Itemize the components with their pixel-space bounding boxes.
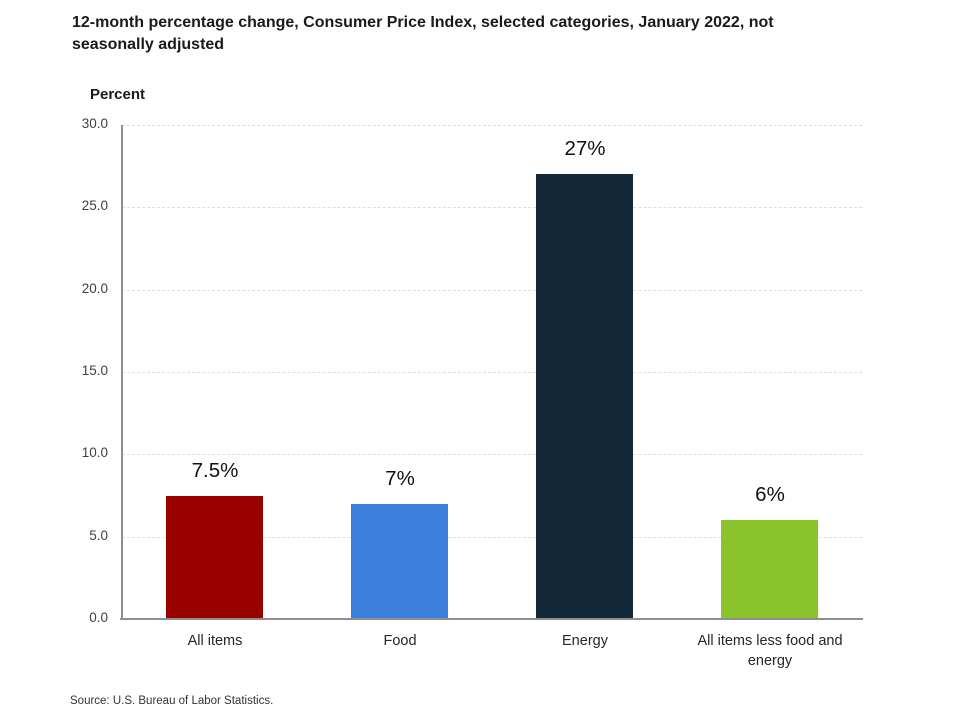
y-tick-label-30: 30.0 <box>81 116 108 131</box>
x-tick-label-energy: Energy <box>562 633 608 649</box>
bar-value-label-all-items-less-food-and-energy: 6% <box>755 483 785 506</box>
y-tick-label-20: 20.0 <box>81 281 108 296</box>
y-tick-label-15: 15.0 <box>81 363 108 378</box>
y-tick-label-0: 0.0 <box>89 610 108 625</box>
y-tick-label-5: 5.0 <box>89 528 108 543</box>
x-tick-label-all-items-less-food-and-energy: All items less food and energy <box>697 633 843 669</box>
gridline-30 <box>122 125 862 126</box>
y-axis-title: Percent <box>90 86 146 103</box>
bar-energy <box>536 174 633 619</box>
chart-title: 12-month percentage change, Consumer Pri… <box>72 12 872 56</box>
chart-title-line-1: 12-month percentage change, Consumer Pri… <box>72 14 774 31</box>
y-tick-label-10: 10.0 <box>81 445 108 460</box>
x-tick-label-food: Food <box>383 633 417 649</box>
source-note: Source: U.S. Bureau of Labor Statistics. <box>70 695 274 707</box>
bar-all-items-less-food-and-energy <box>721 520 818 619</box>
gridline-10 <box>122 454 862 455</box>
x-axis-line <box>120 618 863 620</box>
bar-value-label-food: 7% <box>385 467 415 490</box>
bar-food <box>351 504 448 619</box>
bar-value-label-energy: 27% <box>564 137 606 160</box>
bar-all-items <box>166 496 263 620</box>
y-axis-line <box>121 125 123 620</box>
gridline-25 <box>122 207 862 208</box>
y-tick-label-25: 25.0 <box>81 198 108 213</box>
gridline-20 <box>122 290 862 291</box>
gridline-15 <box>122 372 862 373</box>
gridline-5 <box>122 537 862 538</box>
chart-title-line-2: seasonally adjusted <box>72 36 225 53</box>
x-tick-label-all-items: All items <box>187 633 243 649</box>
bar-value-label-all-items: 7.5% <box>191 459 239 482</box>
